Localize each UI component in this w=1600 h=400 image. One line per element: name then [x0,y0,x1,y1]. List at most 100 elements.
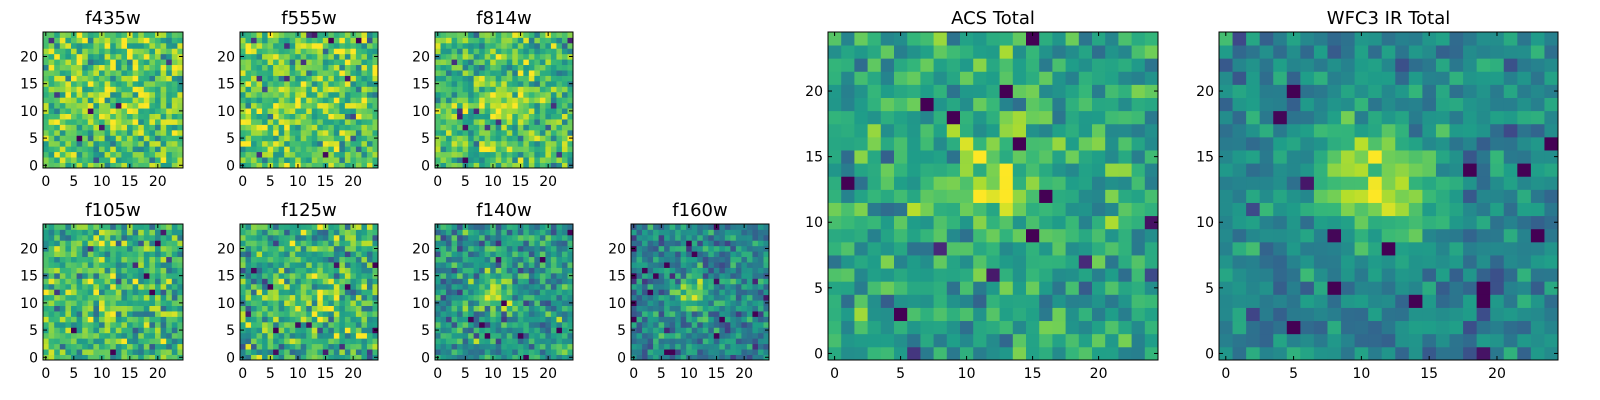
heatmap-cell [920,163,934,177]
heatmap-cell [143,267,150,274]
heatmap-cell [664,327,671,334]
heatmap-cell [534,316,541,323]
heatmap-cell [54,224,61,230]
heatmap-cell [333,146,340,153]
heatmap-cell [132,32,139,38]
heatmap-cell [366,124,373,131]
heatmap-cell [138,245,145,252]
heatmap-cell [999,228,1014,243]
heatmap-cell [240,321,246,328]
heatmap-cell [372,75,379,82]
heatmap-cell [306,332,313,339]
heatmap-cell [446,162,452,169]
heatmap-cell [435,59,441,66]
heatmap-cell [724,354,731,361]
heatmap-cell [550,140,557,147]
heatmap-cell [556,256,563,263]
heatmap-cell [752,343,759,350]
heatmap-cell [87,32,94,38]
heatmap-cell [127,64,133,71]
heatmap-cell [267,97,274,104]
heatmap-cell [528,113,535,120]
heatmap-cell [328,162,335,169]
heatmap-cell [372,42,379,49]
heatmap-cell [339,32,346,38]
heatmap-cell [110,113,117,120]
heatmap-cell [54,311,61,317]
heatmap-cell [93,338,100,345]
heatmap-cell [65,75,72,82]
heatmap-cell [539,157,546,163]
heatmap-cell [512,305,519,312]
heatmap-cell [273,91,280,98]
heatmap-cell [1118,307,1132,322]
heatmap-cell [65,129,72,136]
heatmap-cell [495,135,502,142]
heatmap-cell [87,113,94,120]
heatmap-cell [473,97,480,104]
heatmap-cell [680,300,687,306]
heatmap-cell [631,262,637,268]
heatmap-cell [267,59,274,66]
heatmap-cell [166,146,173,153]
heatmap-cell [528,229,535,236]
heatmap-cell [284,294,291,301]
x-tick-label: 20 [149,366,167,382]
heatmap-cell [451,32,458,38]
heatmap-cell [127,91,133,98]
heatmap-cell [501,343,508,350]
heatmap-cell [735,251,742,258]
heatmap-cell [322,289,329,296]
heatmap-cell [300,240,307,247]
heatmap-cell [171,91,178,98]
x-tick-label: 15 [317,174,335,190]
heatmap-cell [121,32,128,38]
heatmap-cell [256,305,263,312]
heatmap-cell [110,70,117,76]
heatmap-cell [344,229,351,236]
heatmap-cell [273,305,280,312]
heatmap-cell [517,316,524,323]
heatmap-cell [143,256,150,263]
heatmap-cell [311,251,318,258]
heatmap-cell [65,162,72,169]
heatmap-cell [171,338,178,345]
heatmap-cell [841,228,855,243]
heatmap-cell [1131,228,1146,243]
heatmap-cell [880,215,895,230]
heatmap-cell [669,256,676,263]
heatmap-cell [479,124,486,131]
heatmap-cell [132,245,139,252]
heatmap-cell [115,32,122,38]
heatmap-cell [143,124,150,131]
heatmap-cell [1078,255,1093,269]
heatmap-cell [484,75,491,82]
heatmap-cell [93,300,100,306]
heatmap-cell [43,70,49,76]
heatmap-cell [506,113,513,120]
heatmap-cell [262,113,268,120]
heatmap-cell [333,305,340,312]
heatmap-cell [171,278,178,285]
heatmap-cell [110,42,117,49]
heatmap-cell [451,300,458,306]
heatmap-cell [741,349,748,355]
heatmap-cell [556,59,563,66]
heatmap-cell [440,37,447,44]
heatmap-cell [104,140,111,147]
heatmap-cell [104,262,111,268]
heatmap-cell [479,240,486,247]
heatmap-cell [306,75,313,82]
heatmap-cell [278,278,285,285]
heatmap-cell [138,140,145,147]
heatmap-cell [267,140,274,147]
axes-frame [239,223,379,361]
heatmap-cell [333,267,340,274]
heatmap-cell [328,321,335,328]
heatmap-cell [686,311,693,317]
heatmap-cell [350,316,357,323]
heatmap-cell [339,327,346,334]
heatmap-cell [171,305,178,312]
heatmap-cell [333,70,340,76]
heatmap-cell [160,162,167,169]
